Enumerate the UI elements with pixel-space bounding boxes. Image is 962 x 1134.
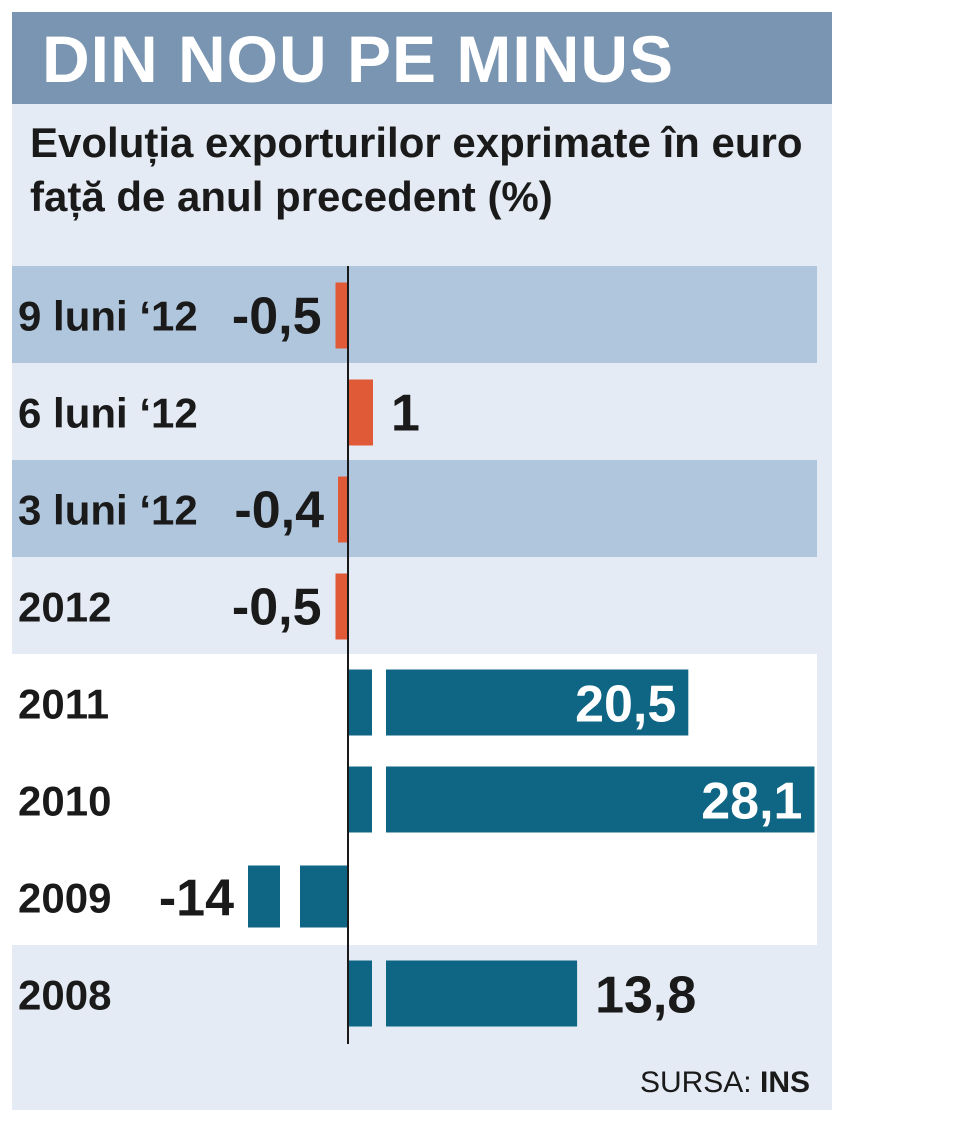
chart-title: DIN NOU PE MINUS [42, 22, 675, 96]
bar [348, 379, 373, 446]
bar [348, 766, 372, 833]
bar [335, 282, 348, 349]
category-label: 2010 [18, 778, 111, 825]
value-label: 28,1 [701, 773, 802, 831]
bar [348, 669, 372, 736]
category-label: 2009 [18, 875, 111, 922]
row-background [12, 460, 817, 557]
category-label: 3 luni ‘12 [18, 487, 198, 534]
source-prefix: SURSA: [639, 1066, 752, 1099]
value-label: -0,5 [232, 288, 322, 346]
category-label: 9 luni ‘12 [18, 293, 198, 340]
source-note: SURSA: INS [640, 1066, 810, 1100]
row-background [12, 266, 817, 363]
value-label: 1 [391, 385, 420, 443]
value-label: -14 [159, 870, 234, 928]
title-bar: DIN NOU PE MINUS [12, 12, 832, 104]
category-label: 2011 [18, 681, 109, 728]
bar [338, 476, 348, 543]
row-background [12, 363, 817, 460]
bar [386, 960, 578, 1027]
value-label: 20,5 [575, 676, 676, 734]
bar [335, 573, 348, 640]
row-background [12, 848, 817, 945]
category-label: 6 luni ‘12 [18, 390, 198, 437]
value-label: -0,4 [234, 482, 324, 540]
bar [386, 766, 815, 833]
value-label: 13,8 [595, 967, 696, 1025]
source-name: INS [759, 1066, 810, 1099]
bar [348, 960, 372, 1027]
row-background [12, 557, 817, 654]
bar [248, 865, 280, 928]
value-label: -0,5 [232, 579, 322, 637]
category-label: 2012 [18, 584, 111, 631]
bar [386, 669, 689, 736]
category-label: 2008 [18, 972, 111, 1019]
bar [300, 865, 348, 928]
chart-subtitle: Evoluția exporturilor exprimate în euro … [30, 119, 803, 220]
